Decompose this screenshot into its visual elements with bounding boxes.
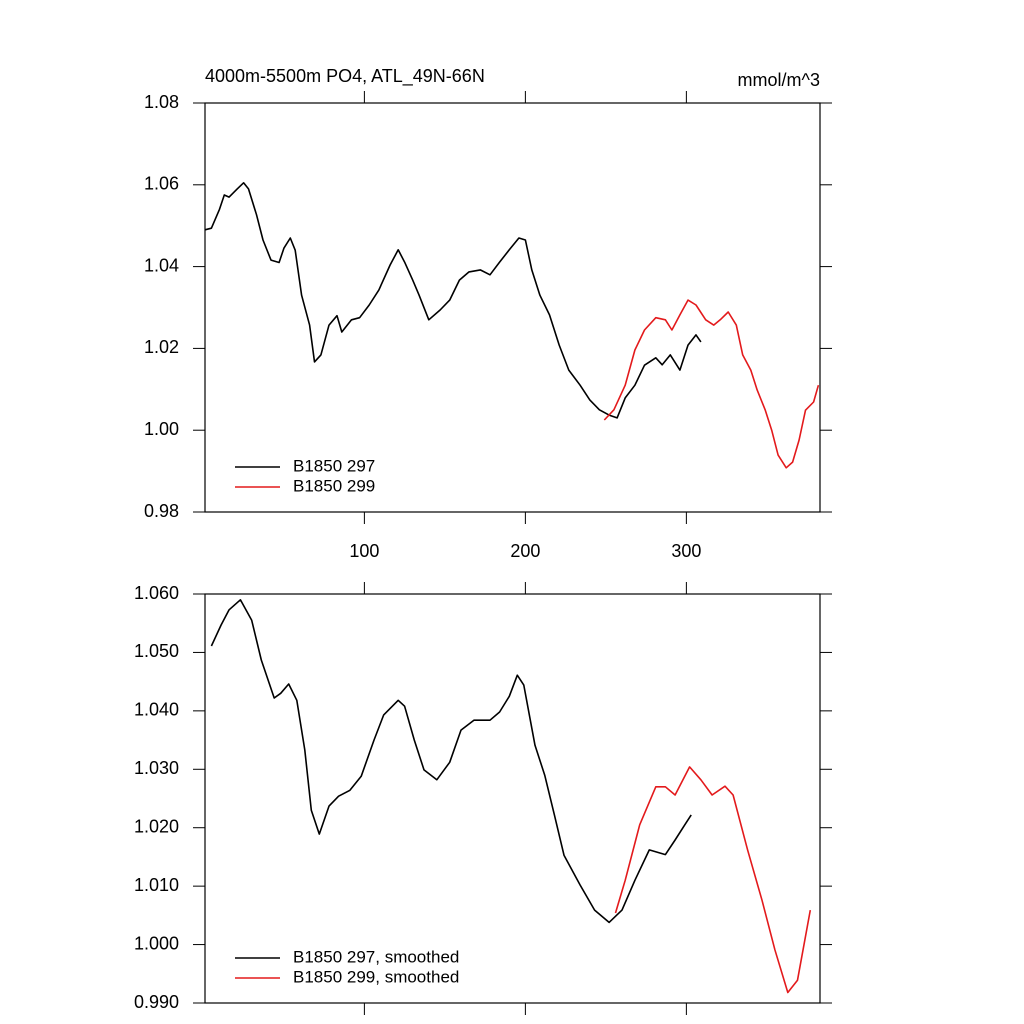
legend-label: B1850 299, smoothed [293,967,459,986]
legend-label: B1850 297, smoothed [293,947,459,966]
y-tick-label: 1.08 [144,92,179,112]
chart-title: 4000m-5500m PO4, ATL_49N-66N [205,66,485,87]
x-tick-label: 200 [510,541,540,561]
y-tick-label: 1.030 [134,758,179,778]
y-tick-label: 1.050 [134,641,179,661]
legend-label: B1850 299 [293,476,375,495]
y-tick-label: 0.990 [134,992,179,1012]
y-tick-label: 1.040 [134,700,179,720]
y-tick-label: 1.02 [144,337,179,357]
y-tick-label: 1.010 [134,875,179,895]
y-tick-label: 1.00 [144,419,179,439]
series-line [614,766,812,994]
units-label: mmol/m^3 [738,70,820,90]
x-tick-label: 300 [671,541,701,561]
y-tick-label: 1.06 [144,174,179,194]
series-line [204,182,702,419]
y-tick-label: 1.020 [134,816,179,836]
plot-frame [204,593,821,1004]
y-tick-label: 1.000 [134,933,179,953]
legend-label: B1850 297 [293,456,375,475]
plot-frame [204,102,821,513]
y-tick-label: 1.04 [144,255,179,275]
y-tick-label: 0.98 [144,501,179,521]
series-line [210,599,692,924]
x-tick-label: 100 [349,541,379,561]
series-line [603,299,820,469]
y-tick-label: 1.060 [134,583,179,603]
